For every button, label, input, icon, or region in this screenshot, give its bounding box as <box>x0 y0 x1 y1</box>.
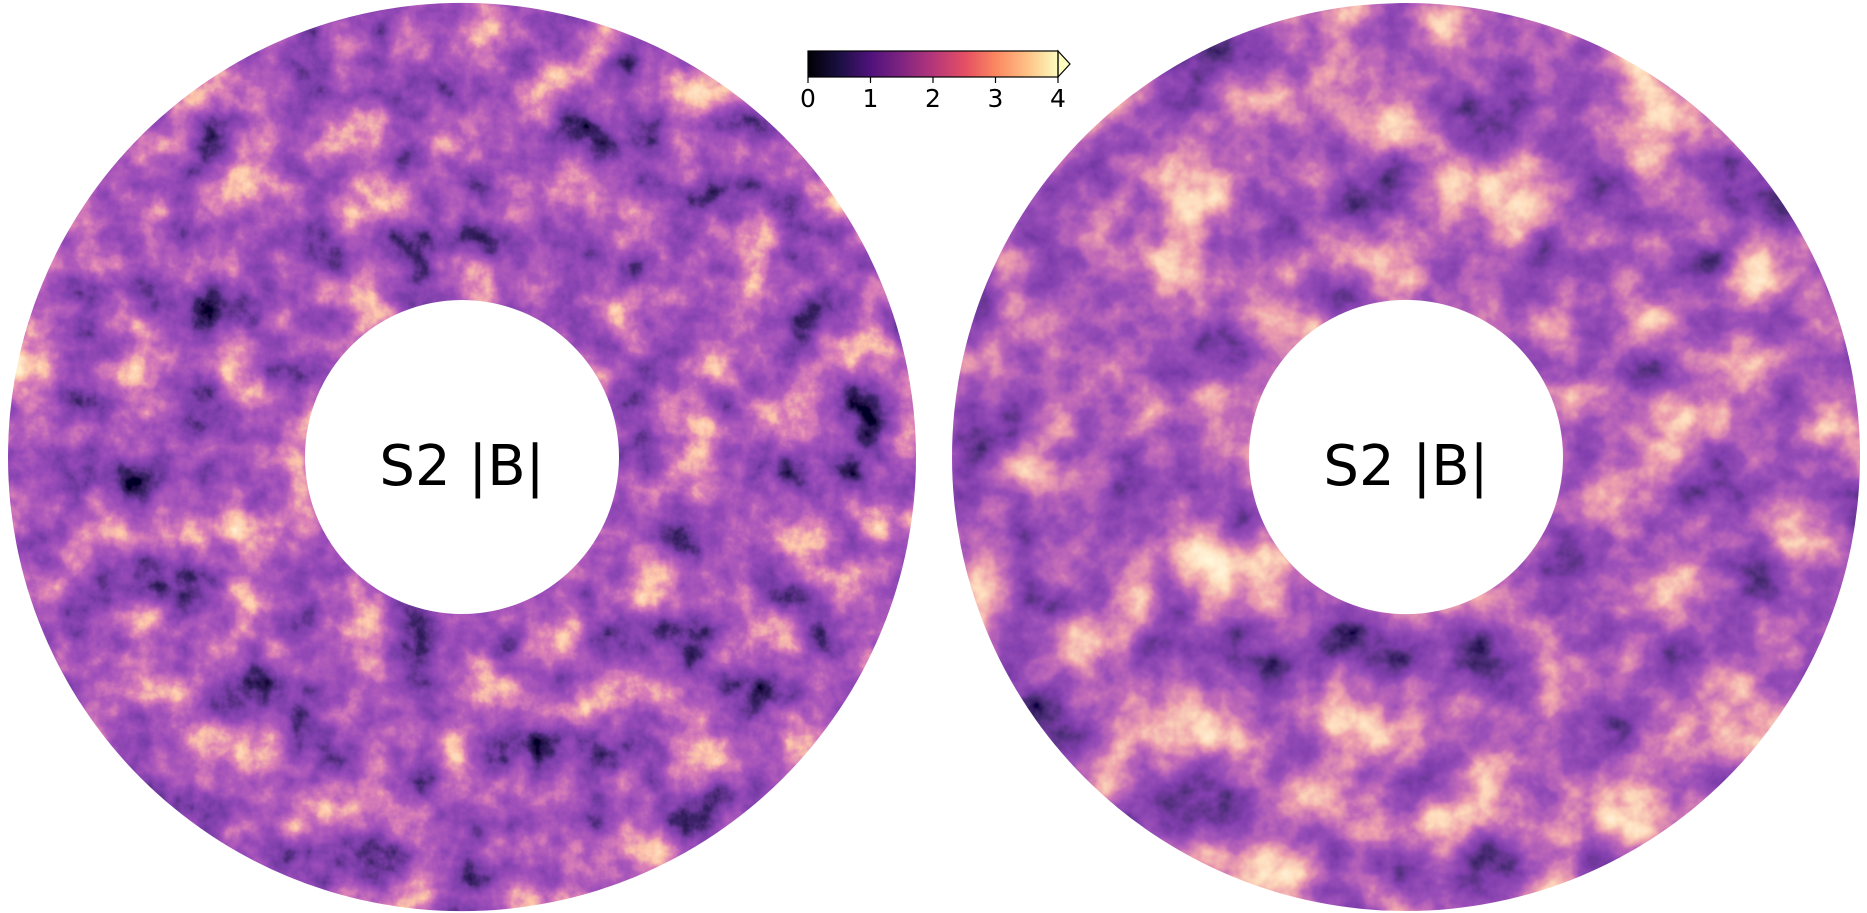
colorbar-gradient <box>808 51 1058 77</box>
panel-label: S2 |B| <box>379 434 544 499</box>
tick-label: 1 <box>863 84 879 113</box>
tick-label: 3 <box>988 84 1004 113</box>
tick-label: 2 <box>925 84 941 113</box>
colorbar: 0 1 2 3 4 <box>800 49 1071 113</box>
panel-label: S2 |B| <box>1323 434 1488 499</box>
tick-label: 0 <box>800 84 816 113</box>
colorbar-extension <box>1057 49 1071 79</box>
tick-label: 4 <box>1050 84 1066 113</box>
